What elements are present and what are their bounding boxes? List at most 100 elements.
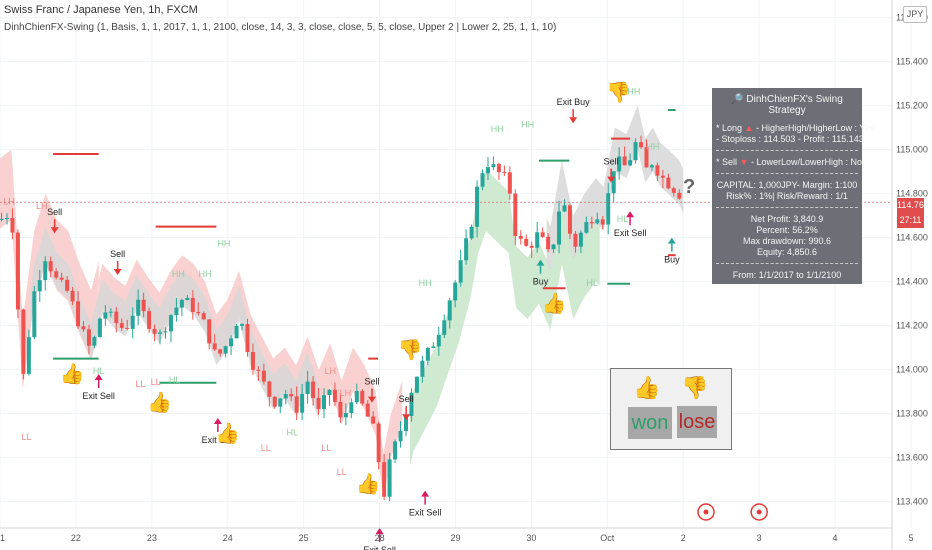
candle-body (81, 326, 86, 330)
signal-marker: Sell (364, 377, 379, 403)
currency-badge[interactable]: JPY (903, 6, 927, 23)
candle-body (458, 260, 463, 283)
symbol-title: Swiss Franc / Japanese Yen, 1h, FXCM (4, 4, 198, 16)
candle-body (59, 277, 64, 280)
candle-body (322, 395, 327, 409)
pivot-label: LL (22, 432, 32, 442)
candle-body (316, 397, 321, 409)
signal-marker: Exit Sell (363, 528, 396, 550)
candle-body (513, 193, 518, 236)
pivot-label: LL (261, 443, 271, 453)
candle-body (518, 235, 523, 239)
bar-countdown-tag: 27:11 (897, 213, 924, 228)
band-layer (0, 105, 684, 498)
long-stoploss-row: - Stoploss : 114.503 - Profit : 115.143 (716, 134, 864, 144)
candle-body (600, 219, 605, 225)
pivot-label: LH (324, 366, 336, 376)
candle-body (92, 337, 97, 346)
pivot-label: HL (617, 214, 629, 224)
y-tick-label: 114.000 (896, 365, 928, 375)
candle-body (485, 167, 490, 174)
candle-body (201, 313, 206, 320)
net-profit-row: Net Profit: 3,840.9 (750, 214, 824, 224)
candle-body (628, 160, 633, 166)
candle-layer (0, 135, 682, 502)
y-tick-label: 114.600 (896, 233, 928, 243)
strategy-panel: 🔎 DinhChienFX's Swing Strategy * Long ▲ … (712, 88, 875, 284)
candle-body (332, 389, 337, 402)
pivot-label: LH (36, 201, 48, 211)
arrow-up-icon (536, 259, 545, 266)
candle-body (453, 282, 458, 301)
arrow-down-icon (569, 117, 578, 124)
candle-body (267, 381, 272, 397)
won-label: won (628, 407, 672, 439)
risk-row: Risk% : 1%| Risk/Reward : 1/1 (726, 191, 848, 201)
candle-body (371, 416, 376, 424)
candle-body (174, 307, 179, 316)
signal-label: Sell (399, 394, 414, 404)
candle-body (376, 423, 381, 463)
thumbs-up-icon: 👍 (60, 362, 85, 386)
candle-body (294, 396, 299, 413)
pivot-label: LH (3, 197, 15, 207)
candle-body (207, 319, 212, 344)
y-tick-label: 114.200 (896, 321, 928, 331)
triangle-down-icon: ▼ (739, 157, 749, 167)
signal-marker: Exit Sell (82, 374, 115, 401)
y-tick-label: 113.600 (896, 453, 928, 463)
lose-label: lose (677, 406, 717, 438)
candle-body (338, 401, 343, 418)
candle-body (103, 312, 108, 319)
thumbs-up-icon: 👍 (542, 291, 567, 315)
candle-body (562, 205, 567, 212)
candle-body (354, 390, 359, 403)
candle-body (130, 315, 135, 329)
event-marker-icon (697, 503, 715, 521)
candle-body (32, 291, 37, 338)
event-marker-dot (703, 509, 709, 515)
candle-body (442, 320, 447, 335)
candle-body (633, 142, 638, 161)
arrow-down-icon (367, 396, 376, 403)
long-row: * Long ▲ - HigherHigh/HigherLow : Yes (716, 123, 875, 133)
candle-body (436, 334, 441, 347)
x-tick-label: 2 (681, 533, 686, 543)
candle-body (387, 459, 392, 497)
candle-body (76, 301, 81, 327)
candle-body (256, 369, 261, 371)
candle-body (584, 222, 589, 233)
signal-label: Exit Buy (557, 97, 591, 107)
candle-body (4, 217, 9, 219)
pivot-label: HL (586, 278, 598, 288)
pivot-label: HH (491, 124, 504, 134)
candle-body (382, 462, 387, 497)
pivot-label: LL (135, 379, 145, 389)
candle-body (26, 337, 31, 374)
candle-body (37, 280, 42, 292)
x-tick-label: 28 (375, 533, 385, 543)
percent-row: Percent: 56.2% (756, 225, 818, 235)
x-tick-label: 24 (223, 533, 233, 543)
x-tick-label: 5 (908, 533, 913, 543)
candle-body (65, 279, 70, 291)
candle-body (97, 318, 102, 338)
last-price-tag: 114.761 (897, 198, 929, 213)
candle-body (343, 413, 348, 418)
candle-body (196, 311, 201, 314)
candle-body (622, 156, 627, 166)
candle-body (660, 175, 665, 178)
indicator-params: DinhChienFX-Swing (1, Basis, 1, 1, 2017,… (4, 22, 557, 33)
signal-marker: Buy (664, 237, 680, 265)
arrow-up-icon (375, 528, 384, 534)
candle-body (272, 396, 277, 407)
candle-body (393, 441, 398, 460)
candle-body (414, 376, 419, 393)
arrow-up-icon (213, 418, 222, 424)
candle-body (168, 315, 173, 332)
candle-body (54, 271, 59, 278)
candle-body (119, 323, 124, 328)
signal-marker: Sell (399, 394, 414, 421)
pivot-label: HH (217, 238, 230, 248)
